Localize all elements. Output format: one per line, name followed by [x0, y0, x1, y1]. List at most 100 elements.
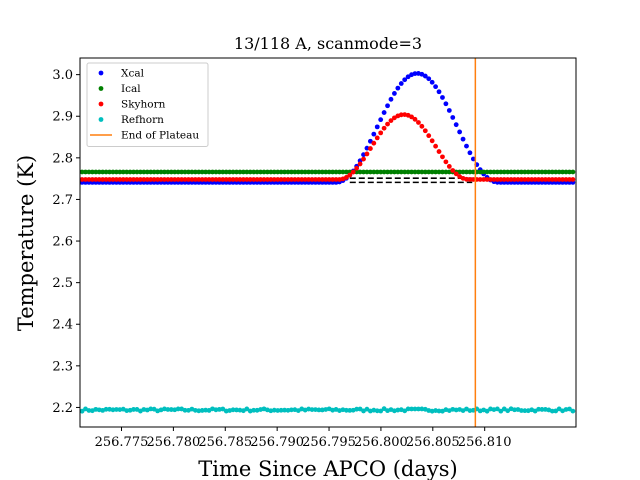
data-point — [419, 123, 425, 129]
y-axis: 2.2 2.3 2.4 2.5 2.6 2.7 2.8 2.9 3.0 — [52, 68, 80, 416]
data-point — [508, 169, 514, 175]
data-point — [491, 177, 497, 182]
data-point — [103, 406, 109, 412]
data-point — [100, 169, 106, 175]
data-point — [223, 177, 229, 182]
legend-marker — [98, 101, 104, 107]
data-point — [405, 169, 411, 175]
legend-label: Xcal — [121, 68, 145, 80]
data-point — [460, 169, 466, 175]
data-point — [213, 177, 219, 182]
data-point — [426, 169, 432, 175]
data-point — [275, 169, 281, 175]
y-tick-label: 2.3 — [52, 359, 73, 374]
data-point — [440, 154, 445, 160]
data-point — [532, 177, 538, 182]
data-point — [134, 169, 140, 175]
data-point — [271, 177, 277, 182]
data-point — [165, 177, 171, 182]
data-point — [512, 177, 517, 182]
data-point — [110, 169, 116, 175]
data-point — [505, 177, 511, 182]
data-point — [446, 108, 452, 113]
data-point — [570, 408, 576, 414]
data-point — [261, 169, 267, 175]
legend-box — [86, 62, 209, 147]
data-point — [416, 120, 421, 125]
data-point — [436, 89, 442, 95]
data-point — [560, 169, 565, 175]
data-point — [223, 169, 229, 175]
data-point — [481, 169, 487, 175]
data-point — [83, 169, 88, 175]
data-point — [464, 176, 469, 182]
data-point — [429, 169, 435, 175]
data-point — [467, 169, 473, 175]
data-point — [103, 169, 109, 175]
data-point — [563, 177, 569, 182]
data-point — [227, 169, 233, 175]
legend: Xcal Ical Skyhorn Refhorn End of Plateau — [86, 62, 209, 147]
data-point — [278, 177, 284, 182]
data-point — [271, 169, 277, 175]
data-point — [529, 177, 535, 182]
data-point — [501, 177, 507, 182]
data-point — [124, 169, 130, 175]
data-point — [525, 177, 531, 182]
data-point — [120, 169, 126, 175]
data-point — [371, 169, 377, 175]
data-point — [361, 169, 366, 175]
data-point — [343, 169, 349, 175]
data-point — [258, 169, 263, 175]
data-point — [464, 143, 469, 149]
data-point — [275, 408, 281, 413]
data-point — [86, 408, 92, 413]
data-point — [158, 177, 164, 182]
data-point — [175, 169, 181, 175]
data-point — [289, 169, 294, 175]
data-point — [371, 140, 377, 146]
data-point — [422, 73, 428, 79]
data-point — [340, 169, 346, 175]
data-point — [433, 143, 438, 149]
data-point — [196, 169, 202, 175]
data-point — [484, 169, 490, 175]
data-point — [357, 169, 363, 175]
data-point — [313, 169, 318, 175]
legend-label: Refhorn — [121, 114, 164, 126]
data-point — [446, 164, 452, 169]
data-point — [426, 76, 432, 82]
data-point — [470, 169, 476, 175]
data-point — [392, 91, 397, 96]
data-point — [141, 169, 147, 175]
data-point — [220, 177, 226, 182]
data-point — [543, 169, 548, 175]
data-point — [168, 407, 174, 412]
data-point — [402, 169, 408, 175]
data-point — [179, 177, 185, 182]
data-point — [567, 406, 572, 412]
data-point — [412, 116, 418, 122]
data-point — [247, 169, 253, 175]
data-point — [539, 169, 545, 175]
data-point — [347, 407, 353, 413]
data-point — [570, 177, 576, 182]
data-point — [113, 169, 119, 175]
y-tick-label: 2.9 — [52, 110, 73, 125]
data-point — [519, 408, 524, 413]
data-point — [162, 169, 167, 175]
data-point — [412, 406, 418, 412]
data-point — [148, 406, 154, 412]
y-tick-label: 2.5 — [52, 276, 73, 291]
data-point — [210, 169, 215, 175]
data-point — [234, 169, 239, 175]
data-point — [498, 177, 504, 182]
data-point — [505, 169, 511, 175]
data-point — [319, 169, 325, 175]
x-tick-label: 256.780 — [147, 435, 201, 450]
data-point — [371, 131, 377, 137]
data-point — [230, 407, 236, 413]
data-point — [282, 407, 287, 413]
data-point — [120, 177, 126, 182]
data-point — [326, 177, 332, 182]
